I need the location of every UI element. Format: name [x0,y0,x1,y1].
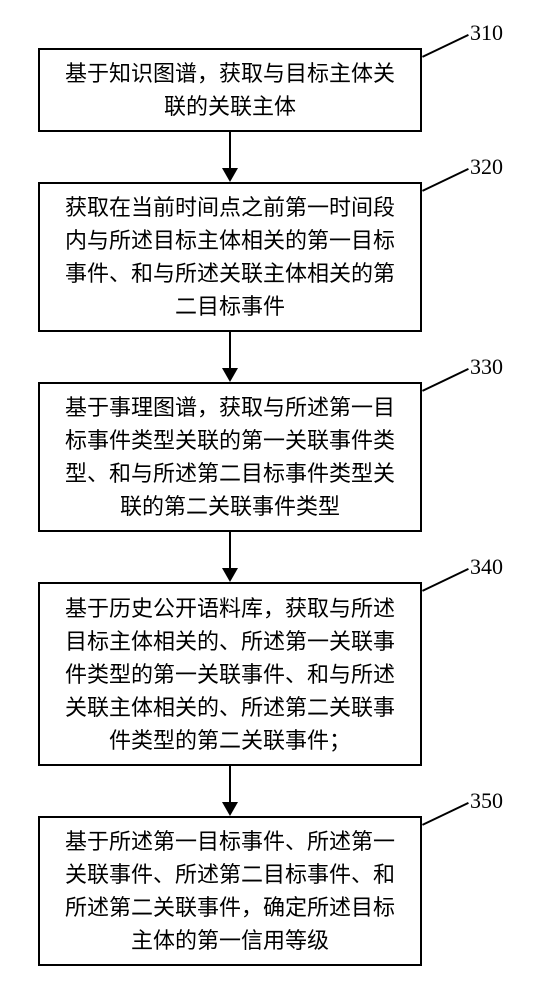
node-ref-label: 320 [470,154,503,180]
flowchart-edge [229,532,231,568]
node-ref-label: 330 [470,354,503,380]
flowchart-node: 基于历史公开语料库，获取与所述目标主体相关的、所述第一关联事件类型的第一关联事件… [38,582,422,766]
arrowhead-icon [222,802,238,816]
node-ref-label: 310 [470,20,503,46]
node-text: 基于事理图谱，获取与所述第一目标事件类型关联的第一关联事件类型、和与所述第二目标… [56,391,404,523]
node-text: 基于历史公开语料库，获取与所述目标主体相关的、所述第一关联事件类型的第一关联事件… [56,592,404,757]
leader-line [422,568,469,592]
flowchart-edge [229,132,231,168]
node-text: 基于知识图谱，获取与目标主体关联的关联主体 [56,57,404,123]
flowchart-container: 基于知识图谱，获取与目标主体关联的关联主体 310 获取在当前时间点之前第一时间段内… [0,0,534,1000]
flowchart-edge [229,766,231,802]
leader-line [422,368,469,392]
node-ref-label: 340 [470,554,503,580]
node-text: 基于所述第一目标事件、所述第一关联事件、所述第二目标事件、和所述第二关联事件，确… [56,825,404,957]
flowchart-edge [229,332,231,368]
leader-line [422,34,469,58]
node-text: 获取在当前时间点之前第一时间段内与所述目标主体相关的第一目标事件、和与所述关联主… [56,191,404,323]
leader-line [422,168,469,192]
arrowhead-icon [222,368,238,382]
flowchart-node: 基于知识图谱，获取与目标主体关联的关联主体 [38,48,422,132]
flowchart-node: 基于事理图谱，获取与所述第一目标事件类型关联的第一关联事件类型、和与所述第二目标… [38,382,422,532]
flowchart-node: 基于所述第一目标事件、所述第一关联事件、所述第二目标事件、和所述第二关联事件，确… [38,816,422,966]
leader-line [422,802,469,826]
node-ref-label: 350 [470,788,503,814]
flowchart-node: 获取在当前时间点之前第一时间段内与所述目标主体相关的第一目标事件、和与所述关联主… [38,182,422,332]
arrowhead-icon [222,568,238,582]
arrowhead-icon [222,168,238,182]
